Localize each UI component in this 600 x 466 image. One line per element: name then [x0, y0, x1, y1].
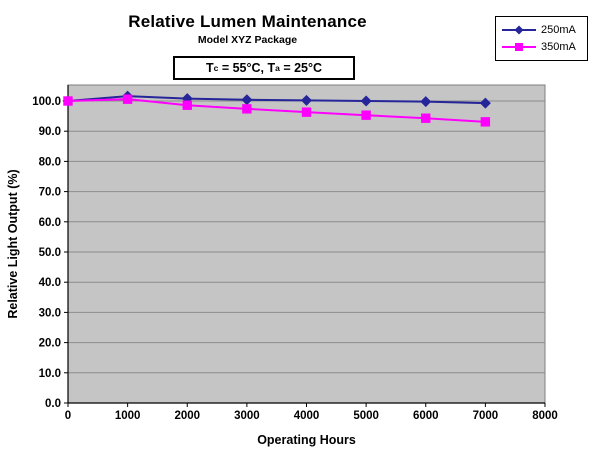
legend-item-350mA: 350mA: [501, 41, 583, 53]
y-tick-label: 10.0: [39, 368, 61, 380]
x-tick-label: 4000: [294, 410, 320, 422]
legend-swatch-square-icon: [502, 43, 536, 51]
y-tick-label: 80.0: [39, 156, 61, 168]
x-tick-label: 7000: [473, 410, 499, 422]
y-tick-label: 40.0: [39, 277, 61, 289]
x-tick-label: 5000: [353, 410, 379, 422]
x-axis-title: Operating Hours: [257, 433, 356, 447]
y-tick-label: 20.0: [39, 338, 61, 350]
y-tick-label: 70.0: [39, 187, 61, 199]
x-tick-label: 0: [65, 410, 71, 422]
y-axis-title: Relative Light Output (%): [6, 169, 20, 318]
legend-marker-diamond-icon: [514, 25, 524, 35]
x-tick-label: 6000: [413, 410, 439, 422]
y-tick-label: 100.0: [32, 96, 61, 108]
data-point-marker-350mA: [122, 94, 133, 104]
legend-swatch-diamond-icon: [502, 25, 536, 35]
y-tick-label: 50.0: [39, 247, 61, 259]
annotation-subscript-c: c: [213, 63, 219, 73]
legend-item-250mA: 250mA: [501, 24, 583, 36]
legend-label: 350mA: [541, 40, 576, 53]
series-line-350mA: [67, 98, 486, 123]
legend-label: 250mA: [541, 23, 576, 36]
annotation-text: = 55°C, T: [218, 61, 276, 75]
plot-area: [67, 84, 546, 404]
annotation-subscript-a: a: [275, 63, 280, 73]
y-tick-label: 60.0: [39, 217, 61, 229]
series-line-250mA: [67, 95, 486, 105]
data-point-marker-250mA: [300, 94, 313, 106]
data-point-marker-350mA: [63, 96, 73, 106]
data-point-marker-350mA: [361, 110, 371, 120]
x-tick-label: 1000: [115, 410, 141, 422]
data-point-marker-250mA: [420, 96, 432, 108]
y-tick-label: 90.0: [39, 126, 61, 138]
y-tick-label: 30.0: [39, 307, 61, 319]
annotation-text: T: [205, 61, 214, 75]
annotation-text: = 25°C: [279, 61, 323, 75]
data-point-marker-350mA: [242, 104, 252, 114]
data-point-marker-350mA: [301, 107, 312, 117]
legend-marker-square-icon: [515, 43, 523, 51]
data-point-marker-250mA: [360, 95, 372, 107]
x-tick-label: 8000: [532, 410, 558, 422]
y-tick-label: 0.0: [45, 398, 61, 410]
legend: 250mA 350mA: [495, 16, 588, 61]
data-point-marker-350mA: [480, 117, 491, 127]
x-tick-label: 3000: [234, 410, 260, 422]
chart-subtitle: Model XYZ Package: [197, 34, 298, 46]
chart-title: Relative Lumen Maintenance: [128, 12, 367, 31]
data-point-marker-350mA: [182, 100, 192, 110]
x-tick-label: 2000: [174, 410, 200, 422]
data-point-marker-250mA: [479, 97, 491, 109]
data-point-marker-350mA: [421, 113, 431, 123]
